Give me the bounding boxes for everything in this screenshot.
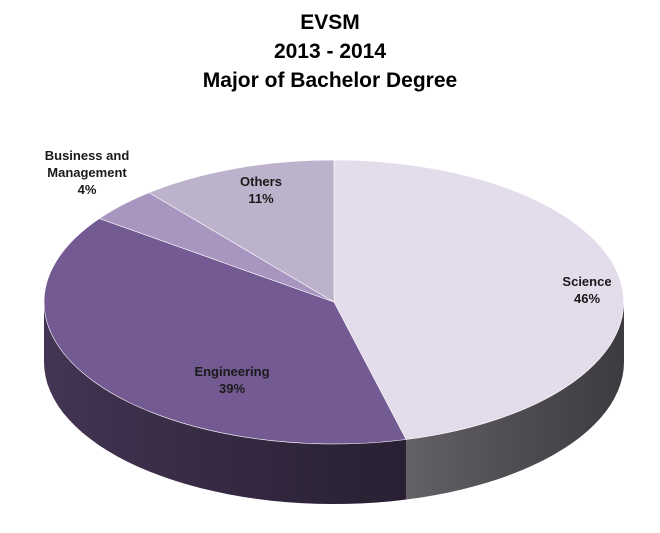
data-label-line: 39% [219,381,245,396]
data-label-science: Science 46% [562,274,611,306]
pie-slice-science [333,159,624,440]
pie-side-science-shade [406,302,624,500]
pie-labels: Science 46% Engineering 39% Business and Mana… [45,148,612,396]
chart-title-line-1: EVSM [300,11,360,34]
data-label-line: 11% [248,191,274,206]
pie-side-engineering-shade [44,302,407,504]
data-label-line: Others [240,174,282,189]
pie-slice-others [148,159,335,303]
data-label-line: 46% [574,291,600,306]
data-label-business-and-management: Business and Management 4% [45,148,130,197]
data-label-others: Others 11% [240,174,282,206]
pie-sides [44,302,624,504]
data-label-line: Engineering [194,364,269,379]
pie-slice-engineering [43,218,407,445]
data-label-line: 4% [78,182,97,197]
pie-slices [43,159,624,445]
data-label-line: Management [47,165,127,180]
chart-title-line-2: 2013 - 2014 [273,40,387,63]
data-label-line: Business and [45,148,130,163]
chart-title: EVSM 2013 - 2014 Major of Bachelor Degre… [0,8,660,95]
data-label-engineering: Engineering 39% [194,364,269,396]
chart-title-line-3: Major of Bachelor Degree [202,69,458,92]
data-label-line: Science [562,274,611,289]
